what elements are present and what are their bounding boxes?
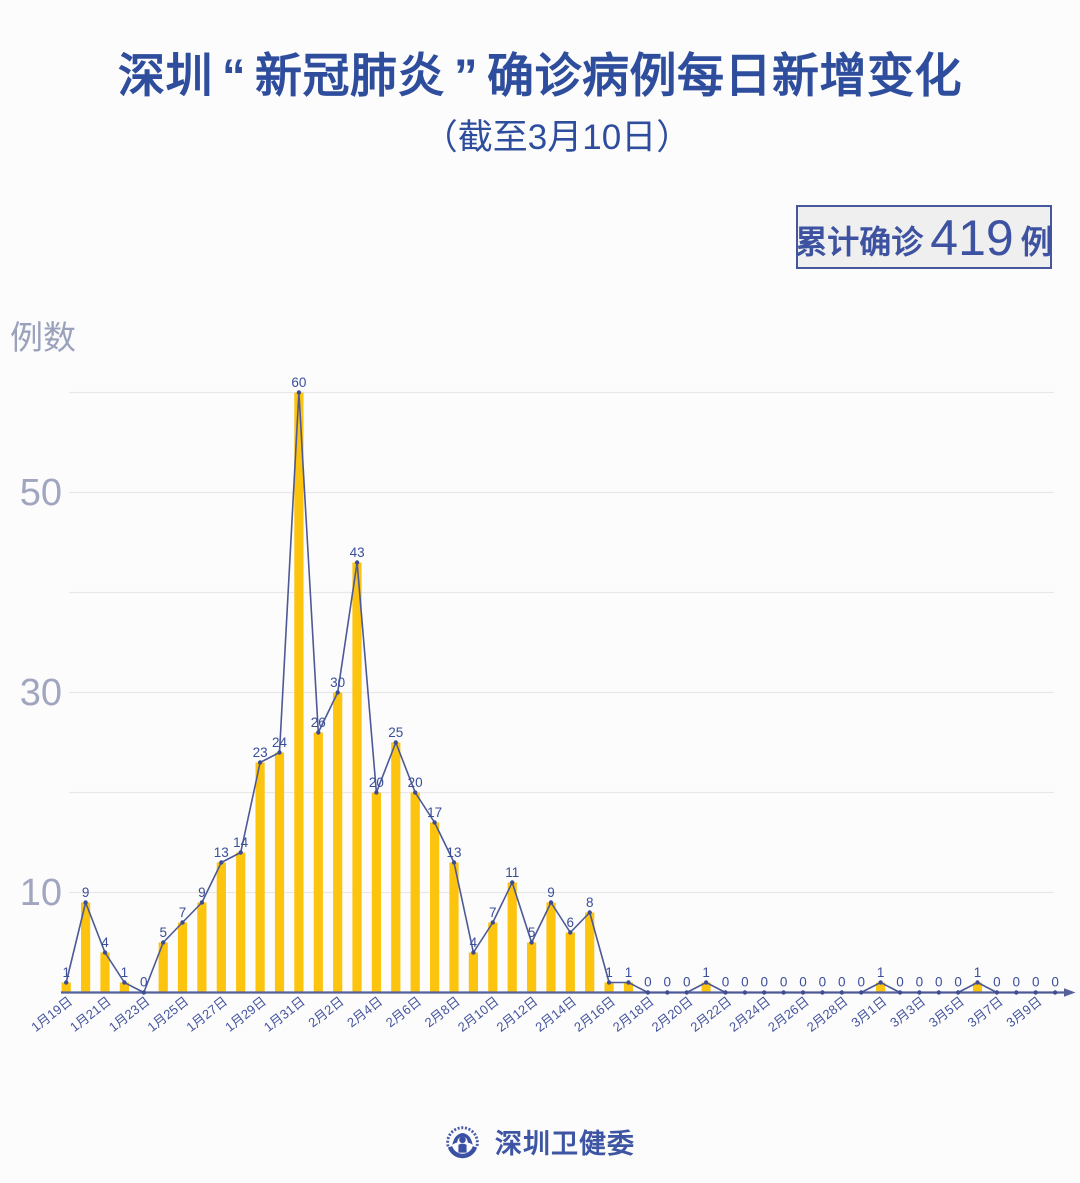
svg-text:13: 13: [446, 845, 461, 860]
svg-text:3月9日: 3月9日: [1003, 994, 1044, 1031]
svg-text:5: 5: [528, 925, 536, 940]
svg-text:0: 0: [760, 974, 768, 989]
svg-text:11: 11: [505, 865, 519, 880]
svg-text:14: 14: [233, 835, 249, 850]
svg-text:9: 9: [198, 885, 206, 900]
svg-text:1月23日: 1月23日: [106, 994, 153, 1035]
svg-text:2月20日: 2月20日: [649, 994, 696, 1035]
svg-text:0: 0: [819, 974, 827, 989]
svg-text:8: 8: [586, 895, 594, 910]
svg-text:0: 0: [1051, 974, 1059, 989]
svg-text:3月5日: 3月5日: [926, 994, 967, 1031]
svg-text:30: 30: [330, 675, 345, 690]
svg-text:0: 0: [954, 974, 962, 989]
svg-text:0: 0: [896, 974, 904, 989]
svg-text:2月4日: 2月4日: [344, 994, 385, 1031]
svg-text:1: 1: [62, 965, 70, 980]
svg-text:0: 0: [838, 974, 846, 989]
svg-text:3月1日: 3月1日: [848, 994, 889, 1031]
svg-text:2月6日: 2月6日: [383, 994, 424, 1031]
svg-text:1: 1: [974, 965, 982, 980]
svg-text:26: 26: [311, 715, 326, 730]
svg-text:20: 20: [408, 775, 423, 790]
svg-text:2月10日: 2月10日: [455, 994, 502, 1035]
svg-text:0: 0: [916, 974, 924, 989]
svg-text:25: 25: [388, 725, 403, 740]
svg-text:3月7日: 3月7日: [965, 994, 1006, 1031]
svg-text:0: 0: [993, 974, 1001, 989]
svg-text:0: 0: [780, 974, 788, 989]
svg-text:1: 1: [121, 965, 129, 980]
svg-text:5: 5: [159, 925, 167, 940]
svg-text:43: 43: [350, 545, 365, 560]
svg-text:23: 23: [253, 745, 268, 760]
svg-text:1月25日: 1月25日: [145, 994, 192, 1035]
svg-text:2月12日: 2月12日: [494, 994, 541, 1035]
svg-text:1: 1: [625, 965, 633, 980]
svg-text:0: 0: [683, 974, 691, 989]
svg-text:SZHC: SZHC: [457, 1153, 468, 1158]
svg-text:2月22日: 2月22日: [688, 994, 735, 1035]
svg-text:1月27日: 1月27日: [183, 994, 230, 1035]
svg-text:0: 0: [1013, 974, 1021, 989]
svg-text:7: 7: [489, 905, 497, 920]
svg-text:1月31日: 1月31日: [261, 994, 308, 1035]
svg-text:2月16日: 2月16日: [571, 994, 618, 1035]
svg-text:2月14日: 2月14日: [532, 994, 579, 1035]
svg-text:0: 0: [722, 974, 730, 989]
svg-text:2月24日: 2月24日: [726, 994, 773, 1035]
svg-text:2月18日: 2月18日: [610, 994, 657, 1035]
svg-text:6: 6: [567, 915, 575, 930]
svg-text:4: 4: [101, 935, 109, 950]
svg-text:0: 0: [857, 974, 865, 989]
svg-text:0: 0: [140, 974, 148, 989]
svg-text:0: 0: [1032, 974, 1040, 989]
svg-text:9: 9: [547, 885, 555, 900]
svg-text:1: 1: [877, 965, 885, 980]
svg-text:7: 7: [179, 905, 187, 920]
svg-text:0: 0: [935, 974, 943, 989]
svg-text:0: 0: [664, 974, 672, 989]
svg-text:1: 1: [605, 965, 613, 980]
svg-text:1月19日: 1月19日: [28, 994, 75, 1035]
svg-text:2月2日: 2月2日: [305, 994, 346, 1031]
svg-text:2月28日: 2月28日: [804, 994, 851, 1035]
svg-text:2月26日: 2月26日: [765, 994, 812, 1035]
svg-text:60: 60: [291, 375, 306, 390]
svg-text:17: 17: [427, 805, 442, 820]
svg-text:0: 0: [644, 974, 652, 989]
svg-text:1: 1: [702, 965, 710, 980]
svg-text:3月3日: 3月3日: [887, 994, 928, 1031]
svg-text:1月29日: 1月29日: [222, 994, 269, 1035]
svg-text:1月21日: 1月21日: [67, 994, 114, 1035]
svg-text:20: 20: [369, 775, 384, 790]
svg-text:13: 13: [214, 845, 229, 860]
svg-text:4: 4: [470, 935, 478, 950]
svg-text:9: 9: [82, 885, 90, 900]
svg-text:0: 0: [741, 974, 749, 989]
svg-text:24: 24: [272, 735, 288, 750]
svg-text:0: 0: [799, 974, 807, 989]
